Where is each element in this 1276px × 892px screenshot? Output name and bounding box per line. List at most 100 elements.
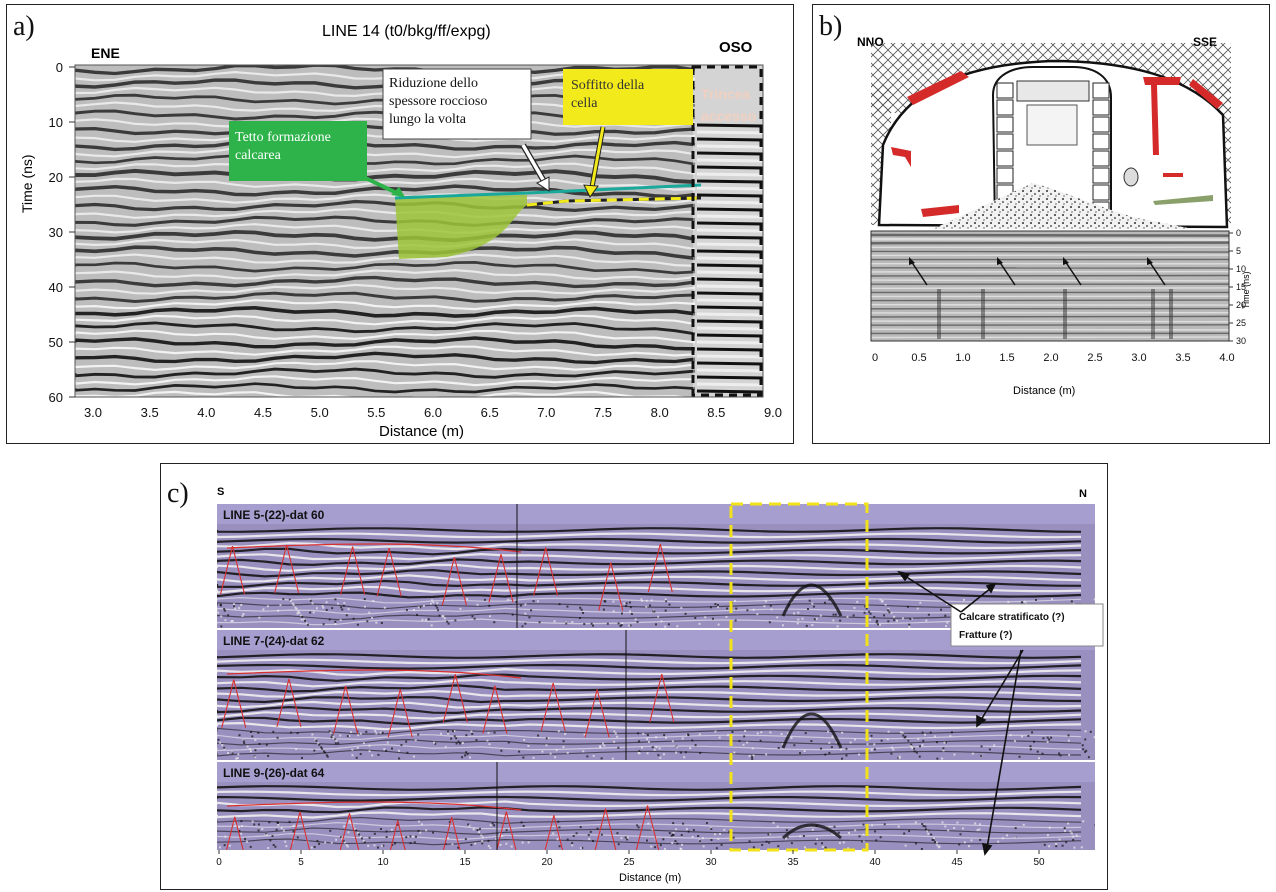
red-mark (921, 205, 959, 217)
limestone-top-line (394, 183, 702, 200)
panel-b-x-axis-label: Distance (m) (1013, 385, 1076, 397)
panel-b-x-tick: 0.5 (911, 352, 926, 364)
profile-line-label: LINE 5-(22)-dat 60 (223, 508, 325, 522)
panel-a-x-tick: 5.5 (367, 405, 385, 420)
panel-c-radargrams: LINE 5-(22)-dat 60 0 30 LINE 7-(24)-dat 62 0… (200, 502, 1104, 868)
panel-c-x-tick: 50 (1033, 857, 1045, 868)
panel-c-x-tick: 10 (377, 857, 389, 868)
panel-c-x-tick: 20 (541, 857, 553, 868)
panel-a-right-direction: OSO (719, 39, 753, 56)
panel-a-x-tick: 3.0 (84, 405, 102, 420)
panel-b-y-tick: 25 (1236, 318, 1246, 328)
panel-a-y-tick: 0 (56, 60, 63, 75)
panel-c-x-tick: 0 (216, 857, 222, 868)
stone-block (1123, 167, 1139, 187)
panel-b-y-tick: 5 (1236, 246, 1241, 256)
panel-a-x-tick: 8.0 (651, 405, 669, 420)
cell-ceiling-line (526, 196, 702, 207)
profile-y-tick: 0 (205, 526, 211, 537)
profile-y-tick: 30 (200, 832, 212, 843)
ceiling-label-box (563, 69, 693, 125)
red-mark (1189, 79, 1223, 109)
profile-line-label: LINE 9-(26)-dat 64 (223, 766, 325, 780)
profile-y-tick: 0 (205, 784, 211, 795)
panel-b-x-tick: 1.5 (999, 352, 1014, 364)
panel-a-y-tick: 50 (49, 335, 63, 350)
panel-b-drawing: 0 5 10 15 20 25 30 0 0.5 1.0 1.5 2.0 2.5 3.0 3.5 4.0 (870, 43, 1246, 364)
panel-a-x-tick: 4.5 (254, 405, 272, 420)
panel-c-x-tick: 15 (459, 857, 471, 868)
fracture-arrows (909, 257, 1166, 286)
panel-a-trench-bands (696, 123, 763, 397)
panel-a-x-tick: 9.0 (764, 405, 782, 420)
panel-c-x-axis-label: Distance (m) (619, 872, 682, 884)
trench-label-line1: Trincea (701, 86, 750, 102)
panel-b-x-tick: 2.0 (1043, 352, 1058, 364)
panel-c-label: c) (167, 478, 189, 509)
panel-b-x-tick: 2.5 (1087, 352, 1102, 364)
panel-a-y-tick: 40 (49, 280, 63, 295)
panel-b-x-tick: 1.0 (955, 352, 970, 364)
highlight-box (729, 502, 869, 852)
thickness-label-box (382, 68, 532, 140)
panel-c-right-direction: N (1079, 488, 1087, 500)
red-mark (1151, 85, 1159, 155)
panel-c-x-tick: 40 (869, 857, 881, 868)
thickness-label-line2: spessore roccioso (389, 94, 487, 109)
green-mark (1153, 195, 1213, 205)
panel-b-y-tick: 15 (1236, 282, 1246, 292)
callout-line2: Fratture (?) (959, 630, 1012, 641)
thickness-label-line1: Riduzione dello (389, 76, 478, 91)
limestone-label-box (229, 121, 367, 181)
panel-a-radargram: 0 10 20 30 40 50 60 3.0 3.5 4.0 4.5 5.0 5.5 6.0 6.5 7.… (49, 60, 783, 420)
panel-a: a) LINE 14 (t0/bkg/ff/expg) ENE OSO Time… (6, 4, 794, 444)
callout-line1: Calcare stratificato (?) (959, 612, 1065, 623)
panel-a-x-tick: 6.0 (424, 405, 442, 420)
panel-a-x-tick: 5.0 (311, 405, 329, 420)
panel-b-y-tick: 20 (1236, 300, 1246, 310)
panel-a-label: a) (13, 11, 35, 42)
limestone-label-line1: Tetto formazione (235, 130, 331, 145)
rubble-pile (933, 183, 1193, 229)
ceiling-label-line2: cella (571, 96, 598, 111)
panel-a-y-tick: 30 (49, 225, 63, 240)
panel-c-x-tick: 45 (951, 857, 963, 868)
panel-c-left-direction: S (217, 486, 225, 498)
panel-a-y-tick: 10 (49, 115, 63, 130)
callout-arrows (897, 570, 1024, 856)
red-mark (891, 147, 911, 167)
trench-label-line2: accesso (701, 108, 756, 124)
callout-box (950, 603, 1104, 647)
panel-a-x-axis-label: Distance (m) (379, 423, 465, 440)
panel-b-y-tick: 10 (1236, 264, 1246, 274)
panel-b: b) NNO SSE Distance (m) Time (ns) (812, 4, 1270, 444)
panel-c-x-tick: 25 (623, 857, 635, 868)
panel-a-title: LINE 14 (t0/bkg/ff/expg) (322, 23, 491, 40)
panel-b-x-tick: 4.0 (1219, 352, 1234, 364)
thickness-label-line3: lungo la volta (389, 112, 467, 127)
panel-b-y-tick: 30 (1236, 336, 1246, 346)
panel-c-x-tick: 35 (787, 857, 799, 868)
profile-y-tick: 30 (200, 706, 212, 717)
panel-b-x-tick: 3.0 (1131, 352, 1146, 364)
panel-c-x-tick: 30 (705, 857, 717, 868)
panel-b-label: b) (819, 11, 843, 42)
panel-a-x-tick: 8.5 (707, 405, 725, 420)
panel-a-reflection-bands (75, 65, 696, 397)
limestone-wedge-area (395, 195, 527, 259)
panel-a-x-tick: 7.0 (537, 405, 555, 420)
limestone-label-line2: calcarea (235, 148, 282, 163)
panel-a-x-tick: 7.5 (594, 405, 612, 420)
panel-c-x-tick: 5 (298, 857, 304, 868)
profile-y-tick: 30 (200, 580, 212, 591)
panel-b-y-tick: 0 (1236, 228, 1241, 238)
panel-b-x-tick: 3.5 (1175, 352, 1190, 364)
profile-line-label: LINE 7-(24)-dat 62 (223, 634, 325, 648)
panel-a-x-tick: 3.5 (141, 405, 159, 420)
profile-y-tick: 0 (205, 652, 211, 663)
red-mark (1143, 77, 1181, 85)
panel-a-x-tick: 6.5 (481, 405, 499, 420)
panel-c: c) S N Distance (m) LINE 5-(22)-dat 60 0 3… (160, 463, 1108, 890)
panel-a-y-tick: 60 (49, 390, 63, 405)
panel-a-left-direction: ENE (91, 45, 120, 61)
